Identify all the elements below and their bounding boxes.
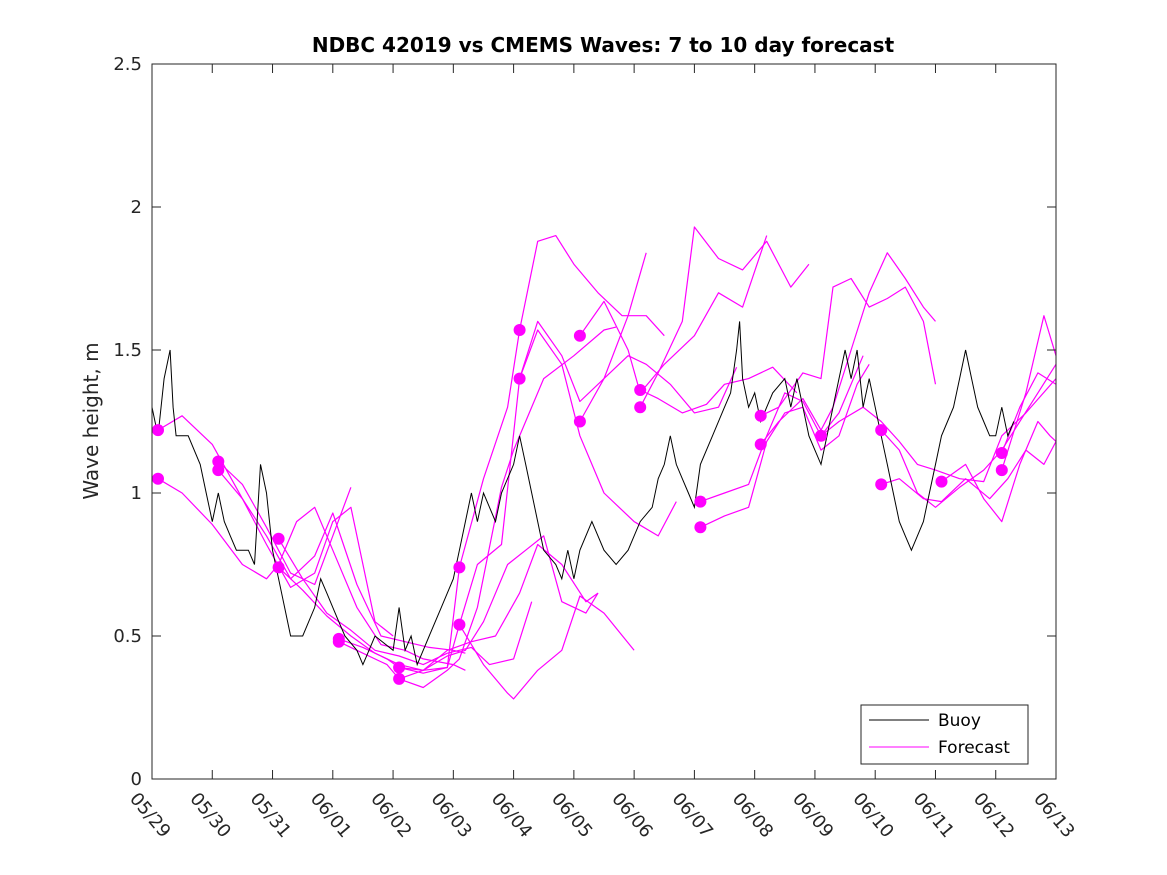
forecast-start-marker xyxy=(754,438,767,451)
x-tick-label: 05/29 xyxy=(125,789,174,842)
forecast-start-marker xyxy=(212,455,225,468)
chart-title: NDBC 42019 vs CMEMS Waves: 7 to 10 day f… xyxy=(312,33,895,57)
forecast-start-marker xyxy=(393,672,406,685)
forecast-start-marker xyxy=(935,475,948,488)
forecast-markers xyxy=(152,324,1008,685)
x-tick-label: 05/30 xyxy=(185,789,234,842)
x-tick-label: 06/02 xyxy=(366,789,415,842)
forecast-start-marker xyxy=(573,329,586,342)
y-axis-label: Wave height, m xyxy=(79,342,103,499)
x-tick-label: 06/07 xyxy=(668,789,717,842)
forecast-start-marker xyxy=(694,495,707,508)
forecast-run-line xyxy=(458,595,635,700)
forecast-run-line xyxy=(639,366,798,414)
legend-buoy-label: Buoy xyxy=(938,711,981,731)
forecast-start-marker xyxy=(573,415,586,428)
x-tick-label: 06/08 xyxy=(728,789,777,842)
x-tick-label: 06/03 xyxy=(427,789,476,842)
forecast-run-line xyxy=(1001,315,1056,471)
x-tick-label: 06/12 xyxy=(969,789,1018,842)
x-tick-label: 06/09 xyxy=(788,789,837,842)
forecast-start-marker xyxy=(453,618,466,631)
forecast-start-marker xyxy=(513,372,526,385)
forecast-run-line xyxy=(820,378,1056,483)
chart-legend: Buoy Forecast xyxy=(860,704,1029,765)
forecast-run-line xyxy=(157,478,466,671)
forecast-run-line xyxy=(579,355,738,422)
forecast-run-line xyxy=(639,226,810,408)
x-tick-label: 06/06 xyxy=(607,789,656,842)
forecast-start-marker xyxy=(995,464,1008,477)
forecast-start-marker xyxy=(272,532,285,545)
forecast-start-marker xyxy=(875,424,888,437)
forecast-start-marker xyxy=(453,561,466,574)
forecast-start-marker xyxy=(634,401,647,414)
forecast-run-line xyxy=(338,326,617,689)
forecast-run-line xyxy=(217,461,352,586)
buoy-line xyxy=(152,321,1015,667)
forecast-start-marker xyxy=(212,464,225,477)
x-tick-label: 06/05 xyxy=(547,789,596,842)
x-tick-label: 06/11 xyxy=(909,789,958,842)
forecast-start-marker xyxy=(152,472,164,485)
forecast-start-marker xyxy=(152,424,164,437)
forecast-run-line xyxy=(398,235,665,674)
forecast-run-line xyxy=(700,363,870,528)
forecast-run-line xyxy=(1001,372,1056,454)
forecast-start-marker xyxy=(754,409,767,422)
forecast-run-line xyxy=(880,363,1056,508)
forecast-run-line xyxy=(579,235,768,394)
forecast-run-line xyxy=(700,355,864,503)
forecast-series xyxy=(157,226,1056,700)
forecast-start-marker xyxy=(393,661,406,674)
forecast-run-line xyxy=(278,543,599,671)
forecast-run-line xyxy=(881,441,1056,503)
forecast-run-line xyxy=(157,415,466,654)
forecast-run-line xyxy=(338,535,599,671)
y-tick-label: 2 xyxy=(131,197,142,218)
x-tick-label: 05/31 xyxy=(246,789,295,842)
y-tick-label: 1 xyxy=(131,483,142,504)
buoy-series xyxy=(152,321,1015,667)
legend-forecast-label: Forecast xyxy=(938,738,1010,758)
forecast-start-marker xyxy=(332,635,345,648)
forecast-run-line xyxy=(941,420,1056,523)
forecast-start-marker xyxy=(995,447,1008,459)
forecast-start-marker xyxy=(272,561,285,574)
forecast-run-line xyxy=(217,469,394,637)
y-tick-label: 0 xyxy=(131,769,142,790)
forecast-run-line xyxy=(760,277,937,417)
forecast-start-marker xyxy=(694,521,707,534)
forecast-start-marker xyxy=(634,384,647,396)
y-axis-ticks: 0 0.5 1 1.5 2 2.5 xyxy=(113,54,1056,790)
x-tick-label: 06/10 xyxy=(848,789,897,842)
forecast-start-marker xyxy=(875,478,888,491)
y-tick-label: 2.5 xyxy=(113,54,142,75)
x-tick-label: 06/01 xyxy=(306,789,355,842)
x-tick-label: 06/04 xyxy=(487,789,536,842)
forecast-start-marker xyxy=(513,324,526,336)
y-tick-label: 0.5 xyxy=(113,626,142,647)
legend-box xyxy=(860,704,1029,765)
forecast-run-line xyxy=(519,329,677,537)
forecast-run-line xyxy=(760,252,936,445)
forecast-start-marker xyxy=(815,429,827,442)
x-tick-label: 06/13 xyxy=(1029,789,1078,842)
plot-frame xyxy=(151,63,1057,780)
y-tick-label: 1.5 xyxy=(113,340,142,361)
forecast-run-line xyxy=(278,538,533,666)
